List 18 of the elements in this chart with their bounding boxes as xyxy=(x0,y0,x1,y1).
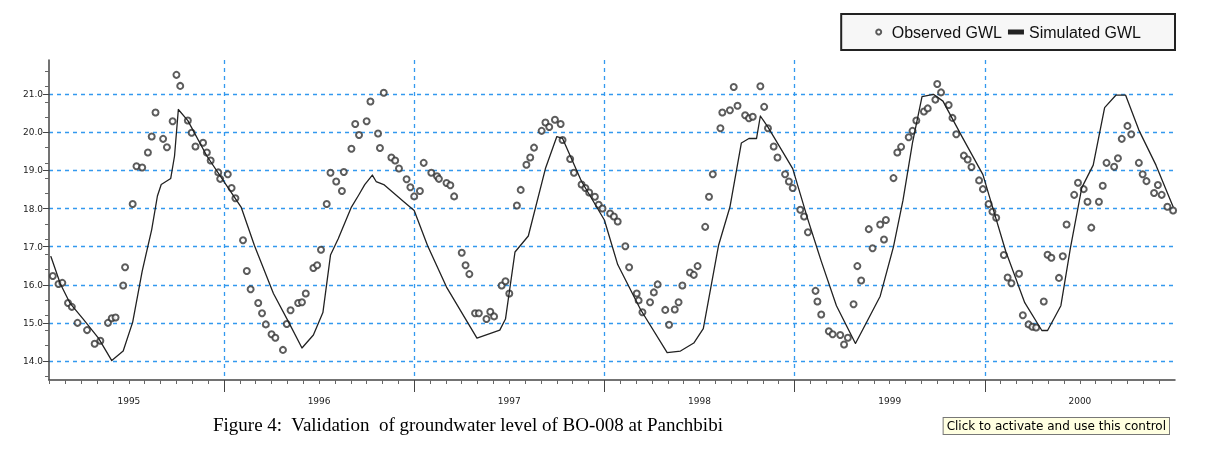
y-tick-label: 16.0 xyxy=(22,279,44,290)
y-tick-label: 15.0 xyxy=(22,317,44,328)
y-tick-label: 20.0 xyxy=(22,127,44,138)
text: Click to activate and use this control xyxy=(946,419,1167,433)
y-tick-label: 17.0 xyxy=(22,241,44,252)
x-tick-label: 2000 xyxy=(1068,395,1092,406)
x-tick-label: 1995 xyxy=(117,395,141,406)
y-tick-label: 14.0 xyxy=(22,355,44,366)
x-tick-label: 1999 xyxy=(878,395,902,406)
x-tick-label: 1998 xyxy=(688,395,712,406)
text: Figure 4: Validation of groundwater level of BO-008 at Panchbibi xyxy=(213,414,723,435)
x-tick-label: 1996 xyxy=(307,395,331,406)
legend-label: Observed GWL xyxy=(891,23,1003,41)
x-tick-label: 1997 xyxy=(497,395,521,406)
legend-label: Simulated GWL xyxy=(1028,23,1142,41)
y-tick-label: 19.0 xyxy=(22,165,44,176)
y-tick-label: 21.0 xyxy=(22,89,44,100)
y-tick-label: 18.0 xyxy=(22,203,44,214)
